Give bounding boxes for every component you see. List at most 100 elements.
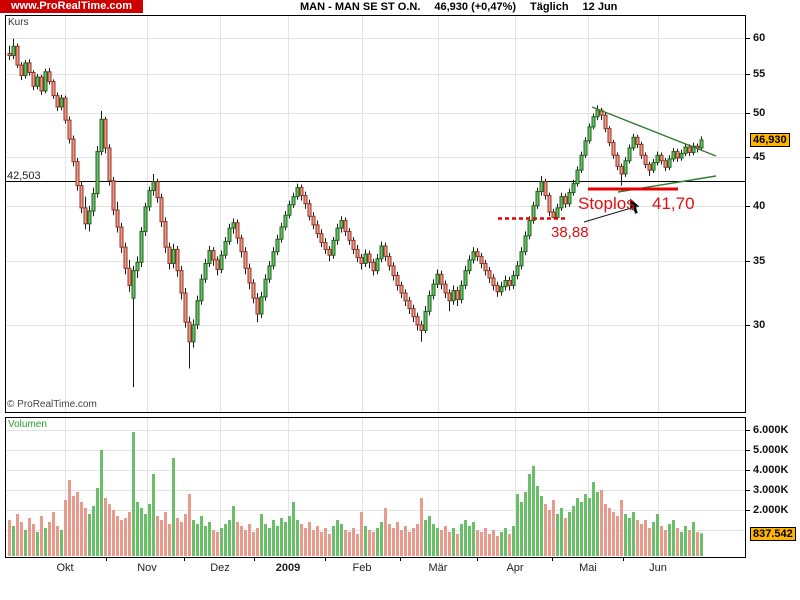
candle-body [547,195,552,213]
volume-bar [84,508,87,556]
volume-bar [372,532,375,556]
x-axis-month-label: Okt [56,562,74,574]
candle-body [215,259,220,270]
price-axis-tick-label: 40 [753,200,766,212]
volume-bar [360,512,363,556]
candle-body [111,180,116,211]
candle-body [627,147,632,162]
stoploss-value-text[interactable]: 41,70 [652,194,695,213]
volume-bar [628,518,631,556]
candle-body [411,308,416,318]
candle-body [327,248,332,256]
volume-bar [144,514,147,556]
candle-body [155,181,160,199]
candle-body [443,283,448,294]
volume-bar [168,524,171,556]
candle-body [687,146,692,153]
timeframe-label: Täglich [530,1,569,13]
volume-bar [128,512,131,556]
volume-bar [624,514,627,556]
volume-bar [404,526,407,556]
volume-bar [276,526,279,556]
volume-bar [164,512,167,556]
candle-body [647,163,652,171]
candle-body [187,321,192,343]
candle-body [607,128,612,144]
volume-bar [668,524,671,556]
horizontal-level-label: 42,503 [7,170,41,182]
candle-body [575,169,580,185]
volume-pane-label: Volumen [8,419,47,430]
price-pane-frame [5,15,746,413]
volume-bar [564,518,567,556]
volume-bar [416,524,419,556]
volume-bar [320,532,323,556]
candle-body [551,211,556,218]
support-value-text[interactable]: 38,88 [551,224,589,241]
volume-bar [692,522,695,556]
volume-bar [52,512,55,556]
candle-body [487,270,492,279]
candle-body [263,278,268,298]
candle-body [211,250,216,261]
price-axis-tick-label: 55 [753,68,766,80]
candle-body [439,273,444,285]
candle-body [115,209,120,228]
volume-bar [384,508,387,556]
volume-bar [396,522,399,556]
volume-bar [124,518,127,556]
volume-bar [288,516,291,556]
prorealtime-watermark[interactable]: www.ProRealTime.com [0,0,143,13]
volume-bar [132,432,135,556]
volume-bar [656,514,659,556]
candle-body [619,165,624,175]
volume-bar [368,530,371,556]
volume-bar [412,528,415,556]
volume-bar [264,524,267,556]
stoploss-annotation-text[interactable]: Stoplos [578,194,635,213]
volume-bar [200,516,203,556]
candle-body [507,279,512,286]
volume-bar [260,514,263,556]
candle-body [635,136,640,145]
volume-bar [588,498,591,556]
candle-body [251,282,256,299]
candle-body [675,151,680,159]
candle-body [99,118,104,153]
volume-bar [332,526,335,556]
volume-bar [152,474,155,556]
candle-body [39,76,44,92]
candle-body [71,138,76,163]
candle-body [663,160,668,168]
volume-bar [236,522,239,556]
volume-bar [392,528,395,556]
candle-body [543,181,548,197]
volume-bar [296,520,299,556]
volume-bar [244,530,247,556]
volume-bar [376,528,379,556]
volume-axis-tick-label: 6.000K [753,424,789,436]
candle-body [335,227,340,241]
volume-axis-tick-label: 5.000K [753,444,789,456]
volume-bar [68,480,71,556]
volume-bar [280,518,283,556]
candle-body [67,119,72,140]
candle-body [179,270,184,294]
candle-body [631,136,636,149]
volume-bar [116,516,119,556]
volume-bar [184,514,187,556]
candle-body [107,147,112,182]
volume-bar [420,498,423,556]
volume-bar [696,532,699,556]
candle-body [371,261,376,272]
candle-body [355,248,360,259]
volume-bar [644,520,647,556]
volume-bar [120,520,123,556]
volume-bar [36,532,39,556]
volume-bar [604,504,607,556]
volume-bar [620,500,623,556]
candle-body [47,71,52,83]
volume-bar [76,492,79,556]
